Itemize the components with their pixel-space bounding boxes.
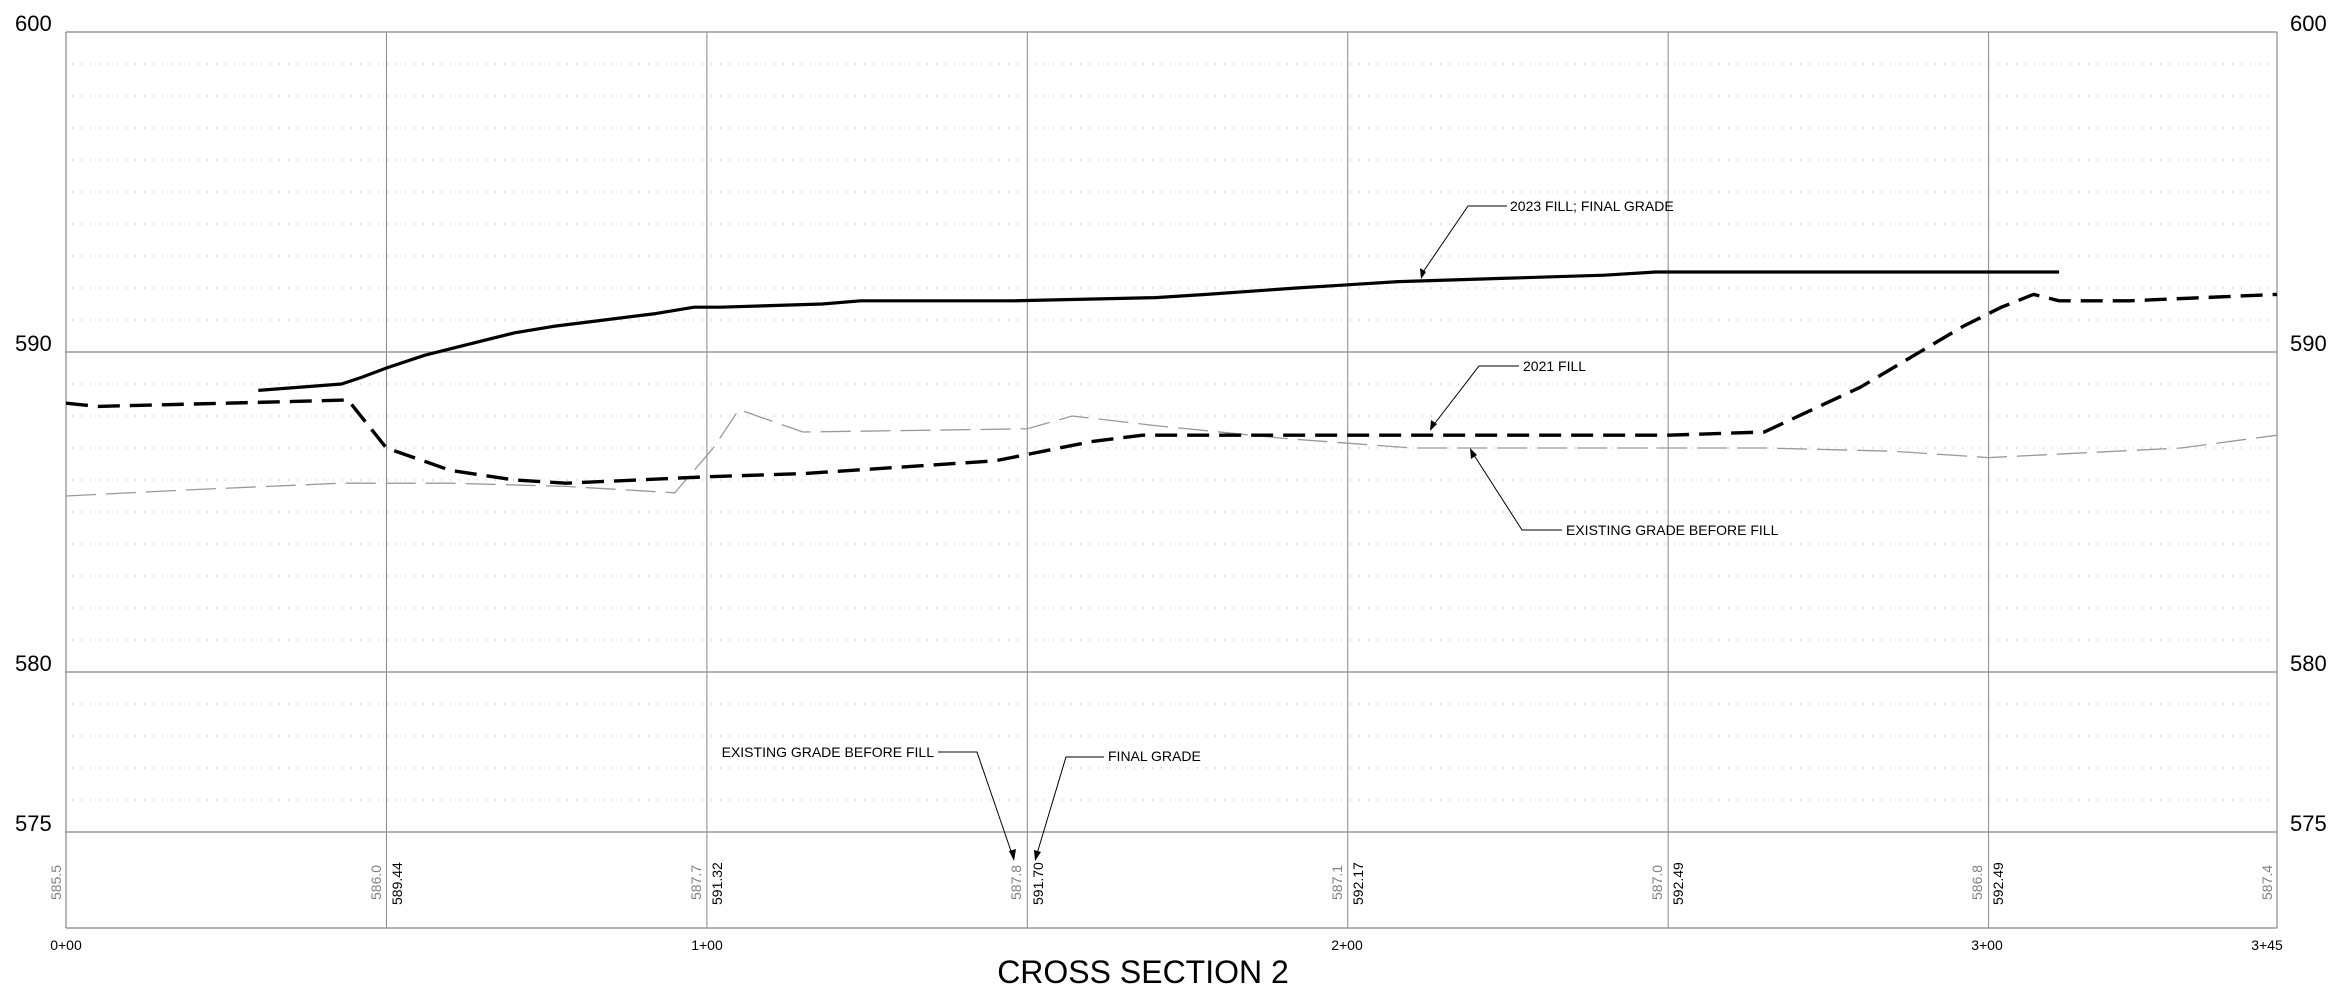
y-axis-right: 600 590 580 575 <box>2290 11 2327 836</box>
existing-value-label: 587.4 <box>2259 865 2275 900</box>
leader-line-existing-grade-value <box>938 751 1014 858</box>
annotation-2021-fill: 2021 FILL <box>1523 358 1586 374</box>
y-tick-left: 590 <box>15 331 52 356</box>
leader-line-existing-grade <box>1471 451 1562 531</box>
annotation-existing-grade: EXISTING GRADE BEFORE FILL <box>1566 522 1779 538</box>
y-tick-right: 590 <box>2290 331 2327 356</box>
series-line-2021-fill <box>65 292 2278 485</box>
annotations: 2023 FILL; FINAL GRADE 2021 FILL EXISTIN… <box>722 198 1779 861</box>
existing-value-label: 586.8 <box>1969 865 1985 900</box>
existing-value-label: 587.7 <box>688 865 704 900</box>
y-tick-right: 575 <box>2290 811 2327 836</box>
y-tick-right: 580 <box>2290 651 2327 676</box>
x-axis: 0+00 1+00 2+00 3+00 3+45 <box>50 937 2283 953</box>
leader-line-final-grade-value <box>1035 756 1104 858</box>
final-value-label: 591.32 <box>709 862 725 905</box>
arrowhead <box>1034 850 1041 861</box>
series-line-2023-fill-final-grade <box>258 270 2060 392</box>
existing-value-label: 585.5 <box>48 865 64 900</box>
x-tick-label: 0+00 <box>50 937 82 953</box>
arrowhead <box>1009 849 1016 861</box>
y-tick-right: 600 <box>2290 11 2327 36</box>
arrowhead <box>1470 448 1477 459</box>
annotation-final-grade-value: FINAL GRADE <box>1108 748 1201 764</box>
leader-line-2023-fill <box>1420 205 1507 276</box>
existing-value-label: 587.8 <box>1008 865 1024 900</box>
final-value-label: 591.70 <box>1030 862 1046 905</box>
existing-value-label: 586.0 <box>368 865 384 900</box>
x-tick-label: 3+45 <box>2251 937 2283 953</box>
grid <box>65 31 2278 929</box>
final-value-label: 592.49 <box>1670 862 1686 905</box>
series-line-existing-grade-before-fill <box>65 408 2278 497</box>
final-value-label: 589.44 <box>389 862 405 905</box>
arrowhead <box>1420 268 1426 279</box>
existing-value-label: 587.1 <box>1329 865 1345 900</box>
leader-line-2021-fill <box>1431 365 1519 428</box>
x-tick-label: 1+00 <box>691 937 723 953</box>
elevation-value-rows: 585.5 586.0 589.44 587.7 591.32 587.8 59… <box>48 862 2275 905</box>
y-tick-left: 580 <box>15 651 52 676</box>
final-value-label: 592.17 <box>1350 862 1366 905</box>
x-tick-label: 3+00 <box>1971 937 2003 953</box>
annotation-existing-grade-value: EXISTING GRADE BEFORE FILL <box>722 744 935 760</box>
y-tick-left: 575 <box>15 811 52 836</box>
x-tick-label: 2+00 <box>1331 937 1363 953</box>
chart-title: CROSS SECTION 2 <box>997 954 1289 990</box>
y-tick-left: 600 <box>15 11 52 36</box>
annotation-2023-fill: 2023 FILL; FINAL GRADE <box>1510 198 1674 214</box>
final-value-label: 592.49 <box>1990 862 2006 905</box>
existing-value-label: 587.0 <box>1649 865 1665 900</box>
arrowhead <box>1430 420 1437 431</box>
y-axis-left: 600 590 580 575 <box>15 11 52 836</box>
series-layer <box>65 270 2278 497</box>
